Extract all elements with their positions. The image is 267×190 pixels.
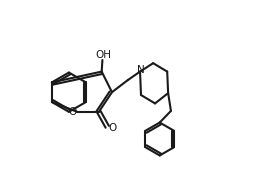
Text: N: N (137, 65, 145, 75)
Text: O: O (68, 107, 76, 117)
Text: OH: OH (96, 50, 112, 60)
Text: O: O (108, 123, 117, 133)
